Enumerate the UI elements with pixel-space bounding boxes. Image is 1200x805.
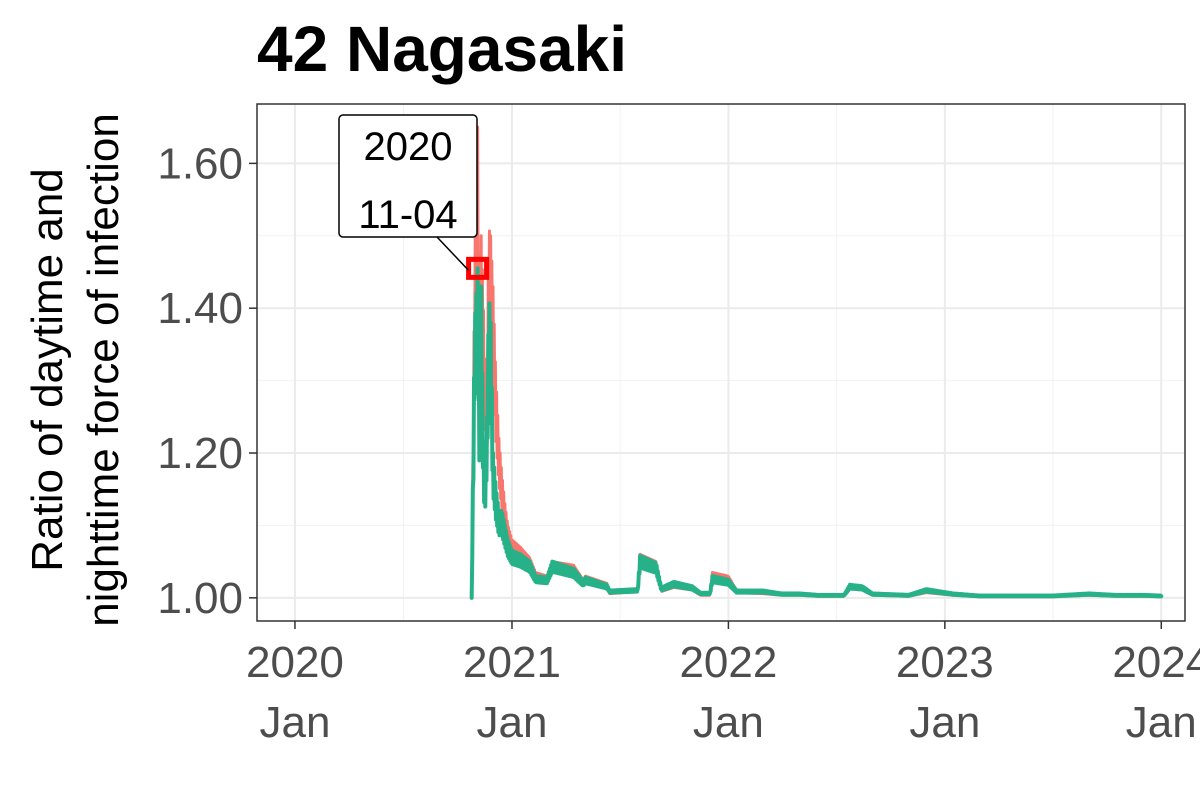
y-axis-label-line-1: Ratio of daytime and <box>23 168 72 572</box>
y-tick-label: 1.60 <box>157 139 243 188</box>
y-axis: 1.00 1.20 1.40 1.60 <box>157 139 257 623</box>
x-tick-label-month: Jan <box>1126 698 1197 747</box>
y-tick-label: 1.00 <box>157 574 243 623</box>
y-tick-label: 1.40 <box>157 284 243 333</box>
annotation-box <box>338 114 478 238</box>
plot-border <box>256 103 1186 622</box>
y-axis-label-line-2: nighttime force of infection <box>79 113 128 627</box>
x-tick-label-month: Jan <box>259 698 330 747</box>
x-axis: 2020 Jan 2021 Jan 2022 Jan 2023 Jan 2024 Jan <box>246 621 1200 747</box>
annotation-leader-line <box>436 236 470 271</box>
x-tick-label-year: 2022 <box>679 638 777 687</box>
x-tick-label-year: 2023 <box>896 638 994 687</box>
annotation: 2020 11-04 <box>338 114 490 280</box>
x-tick-label-year: 2020 <box>246 638 344 687</box>
x-tick-label-month: Jan <box>477 698 548 747</box>
y-tick-label: 1.20 <box>157 429 243 478</box>
x-tick-label-month: Jan <box>693 698 764 747</box>
x-tick-label-year: 2024 <box>1112 638 1200 687</box>
series <box>469 125 1164 600</box>
annotation-label-year: 2020 <box>364 125 453 169</box>
x-tick-label-year: 2021 <box>463 638 561 687</box>
annotation-marker <box>466 256 490 280</box>
x-tick-label-month: Jan <box>909 698 980 747</box>
annotation-label-date: 11-04 <box>358 193 457 237</box>
series-line-2 <box>469 266 1164 600</box>
chart-title: 42 Nagasaki <box>257 13 627 85</box>
